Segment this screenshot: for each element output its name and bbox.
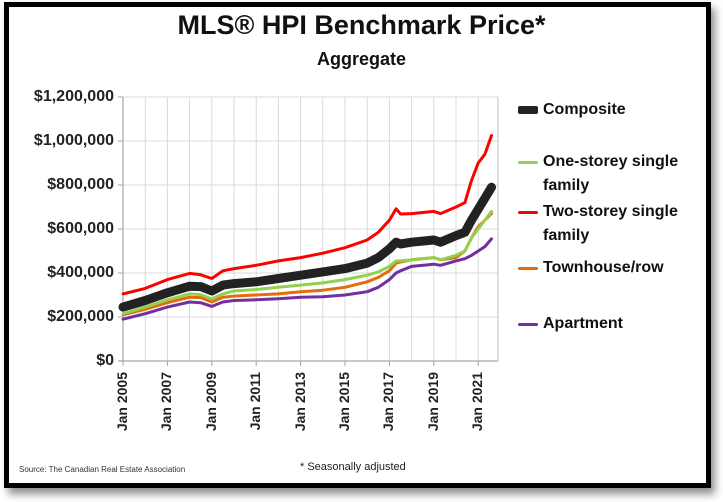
x-tick-label: Jan 2011	[247, 372, 264, 431]
legend-swatch	[518, 106, 538, 114]
x-tick-label: Jan 2017	[380, 372, 397, 432]
legend-label: Composite	[543, 101, 626, 118]
y-tick-label: $200,000	[47, 308, 114, 325]
x-tick-label: Jan 2007	[158, 372, 175, 432]
legend-item: Two-storey single family	[518, 200, 703, 248]
source-note: Source: The Canadian Real Estate Associa…	[19, 465, 186, 474]
y-tick-label: $600,000	[47, 220, 114, 237]
y-tick-label: $800,000	[47, 176, 114, 193]
legend-item: Townhouse/row	[518, 256, 703, 280]
legend-label: Two-storey single family	[543, 203, 678, 244]
x-tick-label: Jan 2009	[202, 372, 219, 432]
legend-item: Apartment	[518, 312, 703, 336]
x-tick-label: Jan 2021	[469, 372, 486, 432]
series-line-one-storey-single-family	[121, 209, 493, 316]
legend-label: Townhouse/row	[543, 259, 664, 276]
x-tick-label: Jan 2013	[291, 372, 308, 432]
x-tick-label: Jan 2015	[336, 372, 352, 432]
chart-title: MLS® HPI Benchmark Price*	[177, 10, 546, 40]
legend-swatch	[518, 211, 538, 214]
series-line-two-storey-single-family	[121, 134, 493, 296]
chart-frame	[4, 2, 711, 488]
legend-item: Composite	[518, 98, 703, 122]
series-line-composite	[118, 182, 496, 312]
x-tick-label: Jan 2019	[424, 372, 441, 432]
seasonal-note: * Seasonally adjusted	[300, 461, 406, 473]
legend-label: Apartment	[543, 315, 624, 332]
legend-swatch	[518, 323, 538, 326]
legend-label: One-storey single family	[543, 153, 679, 194]
y-tick-label: $400,000	[47, 264, 114, 281]
x-tick-label: Jan 2005	[114, 372, 130, 432]
y-tick-label: $0	[96, 352, 114, 369]
series-line-apartment	[121, 237, 493, 321]
y-tick-label: $1,000,000	[33, 132, 114, 149]
chart-subtitle: Aggregate	[316, 49, 406, 69]
legend-swatch	[518, 267, 538, 270]
y-tick-label: $1,200,000	[33, 88, 114, 105]
legend-item: One-storey single family	[518, 150, 703, 198]
legend-swatch	[518, 161, 538, 164]
